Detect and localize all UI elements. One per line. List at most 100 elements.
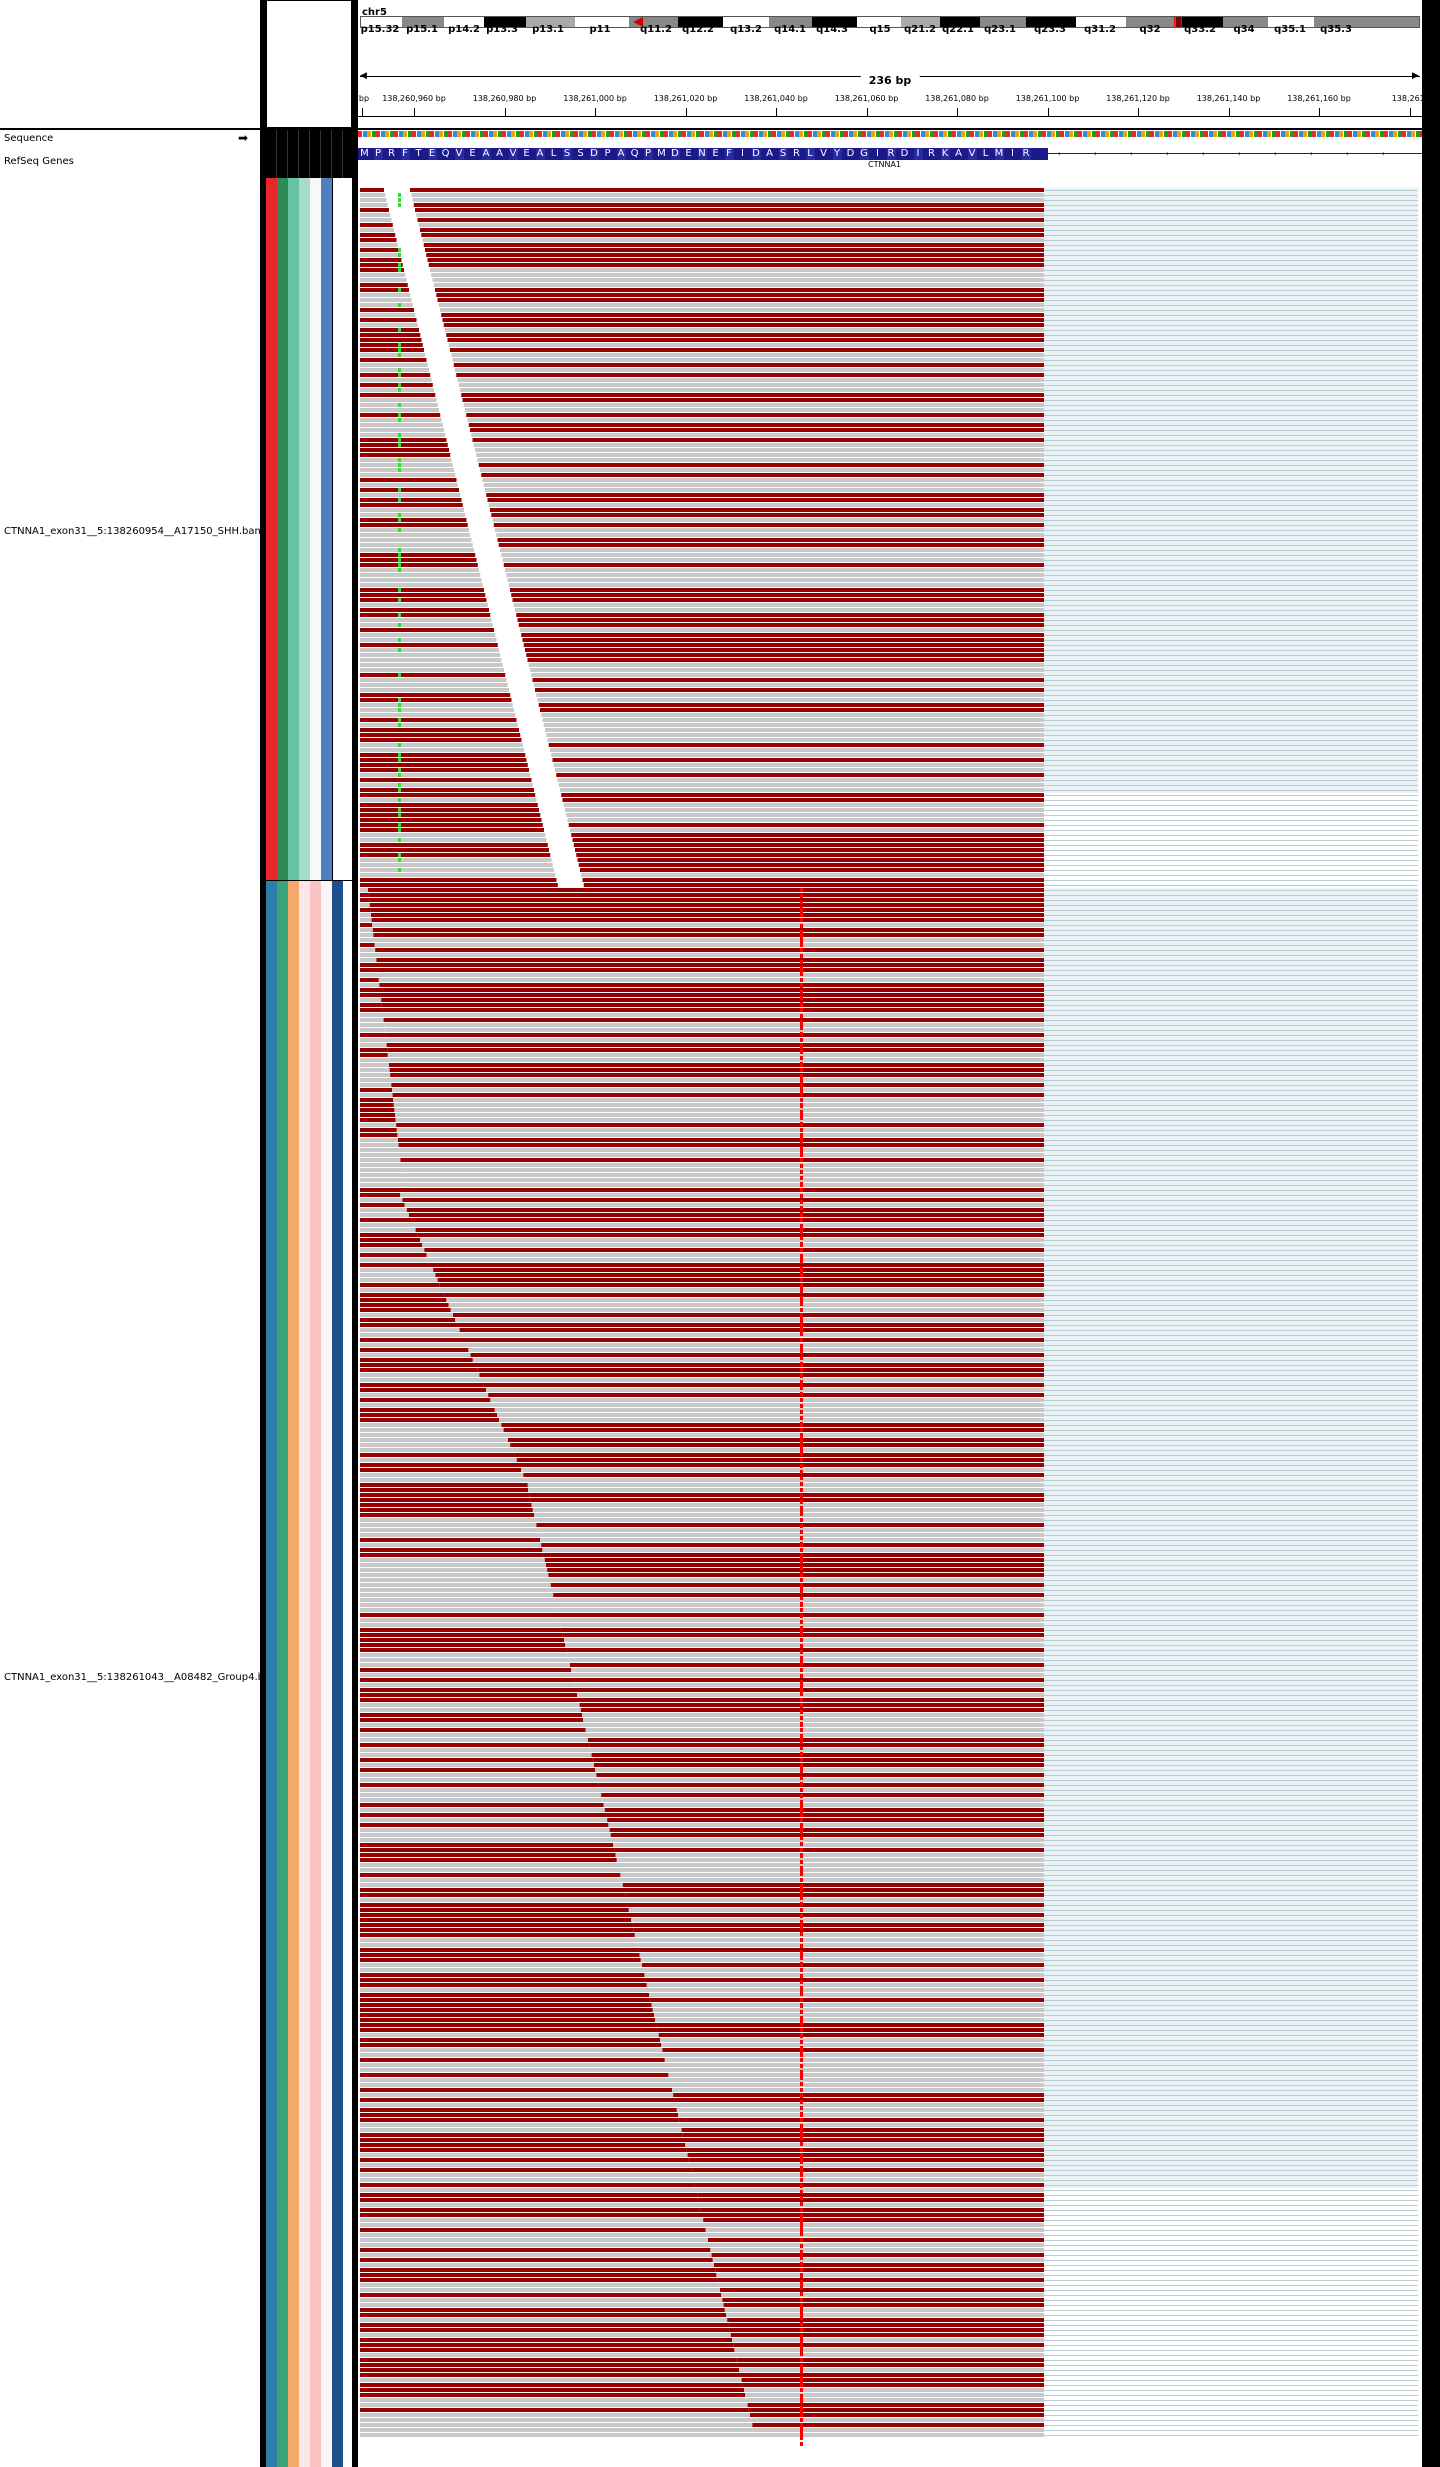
variant-mismatch[interactable] <box>800 1386 803 1390</box>
read[interactable] <box>360 438 447 442</box>
read[interactable] <box>360 1508 533 1512</box>
variant-mismatch[interactable] <box>800 1878 803 1882</box>
read[interactable] <box>360 1543 542 1547</box>
variant-mismatch[interactable] <box>800 1128 803 1132</box>
mismatch[interactable] <box>398 303 401 307</box>
variant-mismatch[interactable] <box>800 1440 803 1444</box>
read[interactable] <box>360 543 473 547</box>
variant-mismatch[interactable] <box>800 2142 803 2146</box>
variant-mismatch[interactable] <box>800 1362 803 1366</box>
read[interactable] <box>443 323 1044 327</box>
read[interactable] <box>360 953 376 957</box>
read[interactable] <box>360 1943 638 1947</box>
read[interactable] <box>360 2203 700 2207</box>
variant-mismatch[interactable] <box>800 912 803 916</box>
read[interactable] <box>396 1123 1044 1127</box>
read[interactable] <box>360 1748 591 1752</box>
read[interactable] <box>360 428 444 432</box>
read[interactable] <box>588 1738 1044 1742</box>
variant-mismatch[interactable] <box>800 1200 803 1204</box>
variant-mismatch[interactable] <box>800 1164 803 1168</box>
read[interactable] <box>360 2098 675 2102</box>
read[interactable] <box>360 2153 688 2157</box>
read[interactable] <box>558 783 1044 787</box>
read[interactable] <box>360 703 513 707</box>
read[interactable] <box>360 1968 644 1972</box>
variant-mismatch[interactable] <box>800 2274 803 2278</box>
variant-mismatch[interactable] <box>800 984 803 988</box>
read[interactable] <box>360 2223 705 2227</box>
read[interactable] <box>470 428 1044 432</box>
read[interactable] <box>360 493 461 497</box>
read[interactable] <box>700 2208 1044 2212</box>
read[interactable] <box>570 828 1044 832</box>
read[interactable] <box>360 1838 612 1842</box>
read[interactable] <box>360 1848 615 1852</box>
read[interactable] <box>706 2233 1044 2237</box>
read[interactable] <box>390 1073 1044 1077</box>
variant-mismatch[interactable] <box>800 2376 803 2380</box>
attr-cell[interactable] <box>277 178 288 881</box>
mismatch[interactable] <box>398 403 401 407</box>
read[interactable] <box>360 588 484 592</box>
read[interactable] <box>661 2043 1044 2047</box>
variant-mismatch[interactable] <box>800 2016 803 2020</box>
read[interactable] <box>482 478 1045 482</box>
variant-mismatch[interactable] <box>800 1008 803 1012</box>
read[interactable] <box>360 1758 593 1762</box>
read[interactable] <box>453 363 1044 367</box>
variant-mismatch[interactable] <box>800 1218 803 1222</box>
read[interactable] <box>360 468 454 472</box>
variant-mismatch[interactable] <box>800 2214 803 2218</box>
variant-mismatch[interactable] <box>800 1608 803 1612</box>
read[interactable] <box>360 1233 418 1237</box>
read[interactable] <box>497 1413 1044 1417</box>
mismatch[interactable] <box>398 438 401 442</box>
read[interactable] <box>375 948 1044 952</box>
mismatch[interactable] <box>398 868 401 872</box>
read[interactable] <box>360 1268 434 1272</box>
read[interactable] <box>360 1588 552 1592</box>
read[interactable] <box>506 573 1044 577</box>
read[interactable] <box>394 1108 1044 1112</box>
read[interactable] <box>619 1868 1044 1872</box>
variant-mismatch[interactable] <box>800 2130 803 2134</box>
read[interactable] <box>360 728 519 732</box>
mismatch[interactable] <box>800 1323 803 1327</box>
read[interactable] <box>448 1303 1045 1307</box>
read[interactable] <box>536 1523 1044 1527</box>
mismatch[interactable] <box>398 348 401 352</box>
read[interactable] <box>360 923 373 927</box>
read[interactable] <box>507 578 1045 582</box>
read[interactable] <box>360 1373 480 1377</box>
variant-mismatch[interactable] <box>800 936 803 940</box>
read[interactable] <box>360 2418 752 2422</box>
read[interactable] <box>628 1908 1044 1912</box>
read[interactable] <box>721 2293 1044 2297</box>
read[interactable] <box>360 2233 707 2237</box>
read[interactable] <box>360 768 529 772</box>
read[interactable] <box>678 2113 1044 2117</box>
variant-mismatch[interactable] <box>800 2028 803 2032</box>
variant-mismatch[interactable] <box>800 2436 803 2440</box>
read[interactable] <box>445 328 1044 332</box>
variant-mismatch[interactable] <box>800 1512 803 1516</box>
read[interactable] <box>360 1733 587 1737</box>
read[interactable] <box>360 478 457 482</box>
variant-mismatch[interactable] <box>800 1650 803 1654</box>
read[interactable] <box>487 498 1045 502</box>
read[interactable] <box>416 213 1044 217</box>
mismatch[interactable] <box>800 933 803 937</box>
read[interactable] <box>496 533 1044 537</box>
read[interactable] <box>360 1203 405 1207</box>
read[interactable] <box>360 2368 740 2372</box>
mismatch[interactable] <box>398 203 401 207</box>
variant-mismatch[interactable] <box>800 2232 803 2236</box>
read[interactable] <box>568 1658 1044 1662</box>
read[interactable] <box>360 503 463 507</box>
read[interactable] <box>360 1148 400 1152</box>
variant-mismatch[interactable] <box>800 1770 803 1774</box>
variant-mismatch[interactable] <box>800 1920 803 1924</box>
read[interactable] <box>360 758 527 762</box>
read[interactable] <box>360 1908 629 1912</box>
